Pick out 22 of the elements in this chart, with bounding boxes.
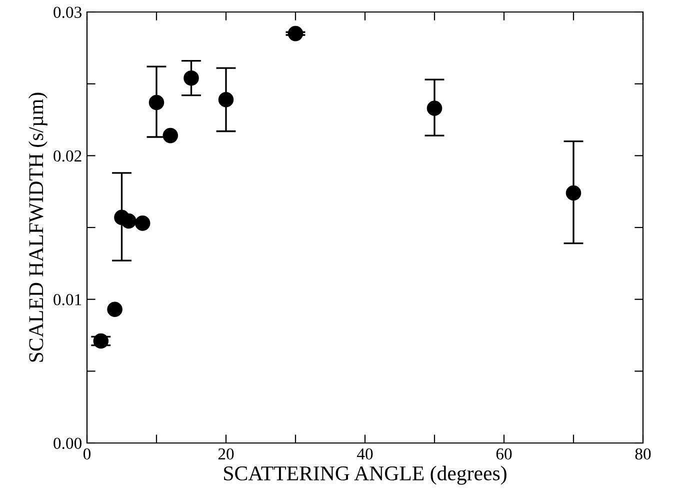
y-tick-label: 0.03: [54, 6, 82, 18]
point: [121, 213, 136, 229]
y-axis-title: SCALED HALFWIDTH (s/µm): [28, 92, 48, 362]
point: [107, 302, 122, 318]
point: [162, 128, 178, 144]
y-tick-label: 0.02: [54, 150, 82, 162]
x-tick-label: 20: [218, 448, 234, 460]
point: [148, 94, 164, 110]
point: [218, 92, 234, 108]
x-axis-title: SCATTERING ANGLE (degrees): [224, 466, 506, 485]
x-tick-label: 40: [356, 448, 373, 460]
point: [426, 100, 442, 116]
point: [184, 70, 199, 86]
point: [93, 333, 109, 349]
y-tick-label: 0.00: [54, 438, 82, 450]
x-tick-label: 80: [635, 448, 651, 460]
point: [566, 185, 582, 201]
point: [134, 216, 150, 231]
point: [288, 26, 304, 42]
x-tick-label: 60: [496, 448, 512, 460]
y-tick-label: 0.01: [54, 294, 82, 306]
x-tick-label: 0: [83, 448, 91, 460]
